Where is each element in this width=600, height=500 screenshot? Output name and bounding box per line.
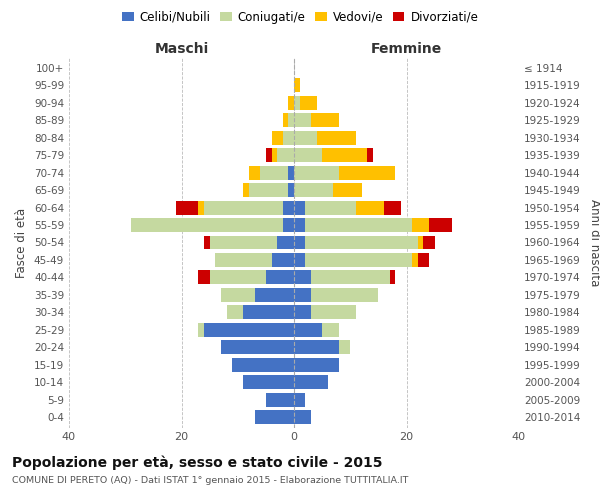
Text: COMUNE DI PERETO (AQ) - Dati ISTAT 1° gennaio 2015 - Elaborazione TUTTITALIA.IT: COMUNE DI PERETO (AQ) - Dati ISTAT 1° ge… [12, 476, 409, 485]
Bar [199, 200, 204, 214]
Bar [260, 166, 289, 179]
Text: Maschi: Maschi [154, 42, 209, 56]
Bar [334, 183, 361, 197]
Bar [294, 131, 317, 145]
Bar [311, 270, 389, 284]
Bar [209, 236, 277, 250]
Bar [367, 148, 373, 162]
Bar [283, 218, 294, 232]
Bar [266, 392, 294, 406]
Bar [294, 236, 305, 250]
Bar [305, 200, 356, 214]
Bar [271, 131, 283, 145]
Bar [232, 358, 294, 372]
Bar [266, 270, 294, 284]
Bar [339, 340, 350, 354]
Bar [429, 218, 452, 232]
Bar [131, 218, 283, 232]
Bar [311, 306, 356, 320]
Bar [199, 270, 209, 284]
Bar [294, 183, 334, 197]
Bar [294, 218, 305, 232]
Bar [294, 410, 311, 424]
Bar [311, 114, 339, 128]
Bar [254, 288, 294, 302]
Bar [289, 183, 294, 197]
Legend: Celibi/Nubili, Coniugati/e, Vedovi/e, Divorziati/e: Celibi/Nubili, Coniugati/e, Vedovi/e, Di… [117, 6, 483, 28]
Bar [204, 323, 294, 336]
Bar [322, 148, 367, 162]
Bar [204, 200, 283, 214]
Bar [249, 183, 289, 197]
Bar [294, 375, 328, 389]
Text: Popolazione per età, sesso e stato civile - 2015: Popolazione per età, sesso e stato civil… [12, 455, 383, 469]
Y-axis label: Anni di nascita: Anni di nascita [587, 199, 600, 286]
Bar [412, 218, 429, 232]
Bar [294, 78, 299, 92]
Bar [244, 306, 294, 320]
Bar [227, 306, 244, 320]
Bar [305, 218, 412, 232]
Bar [277, 148, 294, 162]
Bar [209, 270, 266, 284]
Bar [221, 288, 254, 302]
Bar [424, 236, 434, 250]
Bar [384, 200, 401, 214]
Bar [283, 131, 294, 145]
Bar [299, 96, 317, 110]
Bar [266, 148, 271, 162]
Bar [418, 236, 424, 250]
Bar [254, 410, 294, 424]
Bar [294, 114, 311, 128]
Bar [356, 200, 384, 214]
Bar [289, 114, 294, 128]
Bar [271, 253, 294, 267]
Bar [412, 253, 418, 267]
Bar [294, 306, 311, 320]
Bar [389, 270, 395, 284]
Bar [322, 323, 339, 336]
Bar [199, 323, 204, 336]
Bar [294, 340, 339, 354]
Bar [317, 131, 356, 145]
Bar [294, 166, 339, 179]
Bar [176, 200, 199, 214]
Bar [277, 236, 294, 250]
Bar [294, 96, 299, 110]
Bar [283, 200, 294, 214]
Y-axis label: Fasce di età: Fasce di età [16, 208, 28, 278]
Bar [289, 166, 294, 179]
Bar [294, 148, 322, 162]
Bar [294, 323, 322, 336]
Bar [271, 148, 277, 162]
Bar [249, 166, 260, 179]
Bar [244, 375, 294, 389]
Bar [215, 253, 271, 267]
Bar [294, 270, 311, 284]
Bar [244, 183, 249, 197]
Bar [294, 288, 311, 302]
Bar [221, 340, 294, 354]
Bar [418, 253, 429, 267]
Bar [305, 236, 418, 250]
Bar [311, 288, 379, 302]
Bar [294, 200, 305, 214]
Bar [204, 236, 209, 250]
Bar [294, 253, 305, 267]
Bar [283, 114, 289, 128]
Text: Femmine: Femmine [371, 42, 442, 56]
Bar [294, 358, 339, 372]
Bar [289, 96, 294, 110]
Bar [294, 392, 305, 406]
Bar [305, 253, 412, 267]
Bar [339, 166, 395, 179]
